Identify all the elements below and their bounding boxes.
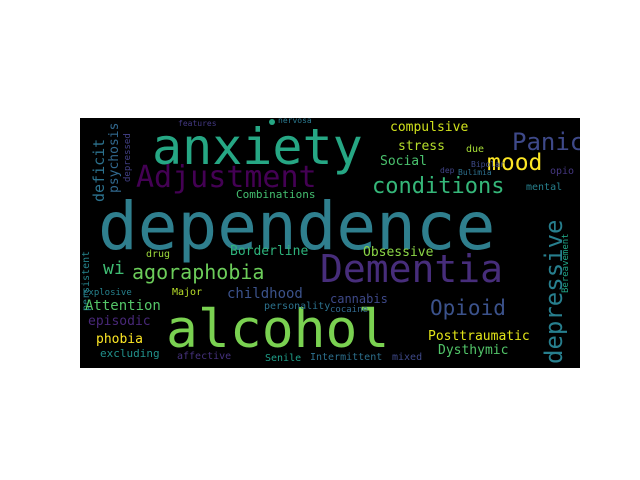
word-wi: wi [103,258,125,279]
dot-mark [269,119,275,125]
word-social: Social [380,154,427,169]
word-cloud: dependence alcohol anxiety Dementia Adju… [80,118,580,368]
word-intermittent: Intermittent [310,352,383,363]
word-due: due [466,144,485,155]
word-compulsive: compulsive [390,120,469,135]
word-mental: mental [526,182,563,193]
word-adjustment: Adjustment [136,160,317,195]
word-senile: Senile [265,353,302,364]
word-opioid: Opioid [430,296,506,320]
word-dep: dep [440,166,455,175]
word-excluding: excluding [100,347,160,360]
word-episodic: episodic [88,314,151,329]
word-psychosis: psychosis [107,122,122,193]
word-features: features [178,119,217,128]
word-affective: affective [177,351,232,362]
word-stress: stress [398,139,445,154]
word-bulimia: Bulimia [458,168,492,177]
word-agoraphobia: agoraphobia [132,260,265,284]
word-opio: opio [550,166,575,177]
word-mood: mood [487,150,543,176]
word-bereavement: Bereavement [561,233,571,293]
word-conditions: conditions [372,174,505,199]
word-borderline: Borderline [230,244,309,259]
word-obsessive: Obsessive [363,245,434,260]
word-cannabis: cannabis [330,292,388,306]
word-nervosa: nervosa [278,118,312,125]
word-explosive: explosive [83,288,132,298]
word-bipolar: Bipolar [471,160,505,169]
word-childhood: childhood [227,286,303,302]
word-deficit: deficit [90,138,108,202]
word-cocaine: cocaine [330,305,368,315]
word-attention: Attention [85,298,161,314]
word-drug: drug [146,249,171,260]
word-major: Major [172,287,203,298]
word-panic: Panic [512,128,580,156]
word-mixed: mixed [392,352,423,363]
word-combinations: Combinations [236,188,316,201]
word-alcohol: alcohol [166,299,390,360]
word-dysthymic: Dysthymic [438,343,509,358]
word-anxiety: anxiety [152,118,363,176]
word-dependence: dependence [98,188,496,265]
word-depressed: depressed [123,133,133,182]
word-posttraumatic: Posttraumatic [428,329,530,344]
word-phobia: phobia [96,332,143,347]
word-dementia: Dementia [320,247,504,291]
word-personality: personality [264,301,331,312]
